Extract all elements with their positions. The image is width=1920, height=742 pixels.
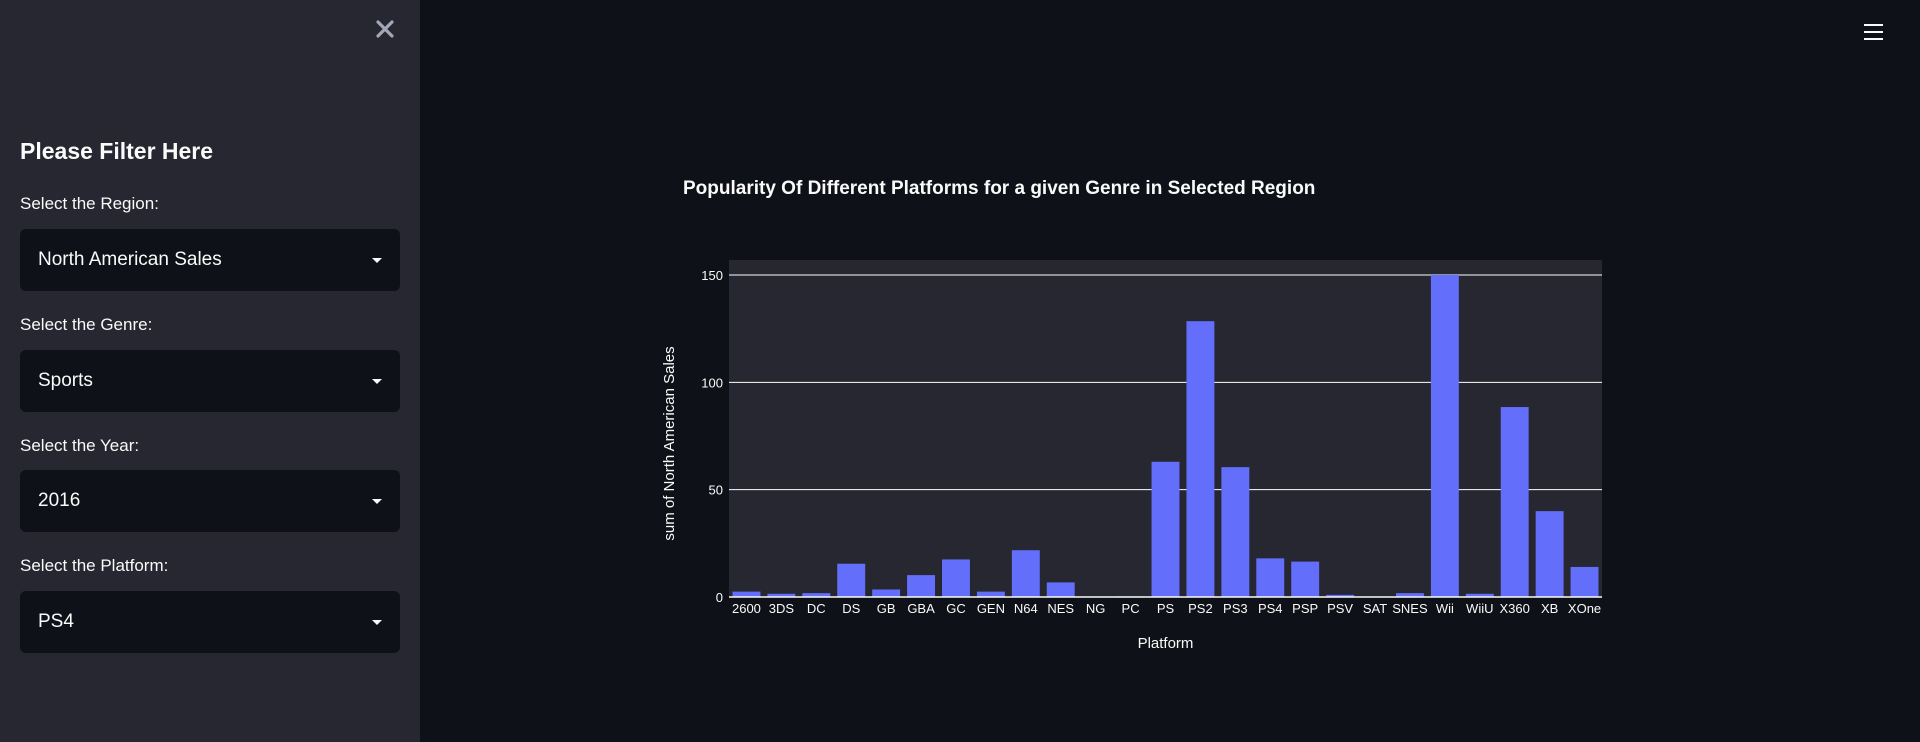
x-tick-label: 3DS — [769, 601, 795, 616]
chart-title: Popularity Of Different Platforms for a … — [683, 178, 1316, 199]
y-tick-label: 100 — [701, 375, 723, 390]
bar-nes — [1046, 582, 1075, 597]
platform-select[interactable]: PS4 — [20, 591, 400, 653]
region-select[interactable]: North American Sales — [20, 229, 400, 291]
x-tick-label: 2600 — [732, 601, 761, 616]
y-tick-label: 150 — [701, 268, 723, 283]
x-axis-label: Platform — [1138, 635, 1194, 652]
x-tick-label: SAT — [1363, 601, 1387, 616]
bar-gen — [976, 591, 1005, 597]
bar-ps4 — [1256, 558, 1285, 597]
bar-dc — [802, 593, 831, 597]
chevron-down-icon — [372, 498, 382, 504]
platform-filter-label: Select the Platform: — [20, 556, 169, 575]
x-tick-label: GBA — [907, 601, 935, 616]
x-tick-label: GEN — [977, 601, 1005, 616]
bar-gb — [872, 589, 901, 597]
close-icon — [376, 20, 394, 38]
bar-xone — [1570, 566, 1599, 597]
bar-3ds — [767, 593, 796, 597]
x-tick-label: GB — [877, 601, 896, 616]
close-sidebar-button[interactable] — [370, 14, 400, 44]
x-tick-label: N64 — [1014, 601, 1038, 616]
genre-select[interactable]: Sports — [20, 350, 400, 412]
bar-2600 — [732, 591, 761, 597]
main-menu-button[interactable] — [1862, 20, 1886, 44]
y-tick-label: 0 — [716, 590, 723, 605]
bar-psp — [1291, 561, 1320, 597]
bar-ps3 — [1221, 467, 1250, 597]
x-tick-label: DC — [807, 601, 826, 616]
platform-select-value: PS4 — [38, 611, 74, 632]
region-filter-label: Select the Region: — [20, 194, 159, 213]
bar-x360 — [1500, 407, 1529, 597]
bar-wii — [1430, 275, 1459, 597]
bar-psv — [1326, 594, 1355, 597]
x-tick-label: PC — [1122, 601, 1140, 616]
x-tick-label: NG — [1086, 601, 1106, 616]
x-tick-label: Wii — [1436, 601, 1454, 616]
x-tick-label: DS — [842, 601, 860, 616]
x-tick-label: XB — [1541, 601, 1558, 616]
bar-ds — [837, 563, 866, 597]
hamburger-menu-icon — [1864, 24, 1883, 26]
x-tick-label: SNES — [1392, 601, 1428, 616]
year-select-value: 2016 — [38, 490, 81, 511]
y-axis-label: sum of North American Sales — [661, 346, 678, 540]
genre-select-value: Sports — [38, 370, 93, 391]
x-tick-label: PS — [1157, 601, 1175, 616]
year-filter-label: Select the Year: — [20, 436, 140, 455]
x-tick-label: XOne — [1568, 601, 1601, 616]
bar-snes — [1395, 593, 1424, 597]
chevron-down-icon — [372, 619, 382, 625]
bar-ps2 — [1186, 321, 1215, 597]
hamburger-menu-icon — [1864, 31, 1883, 33]
sidebar: Please Filter Here Select the Region: No… — [0, 0, 420, 742]
y-tick-label: 50 — [709, 483, 723, 498]
genre-filter-label: Select the Genre: — [20, 315, 153, 334]
x-tick-label: WiiU — [1466, 601, 1493, 616]
x-tick-label: PSV — [1327, 601, 1353, 616]
x-tick-label: PS2 — [1188, 601, 1213, 616]
sidebar-title: Please Filter Here — [20, 138, 214, 164]
x-tick-label: PSP — [1292, 601, 1318, 616]
bar-n64 — [1011, 550, 1040, 597]
year-select[interactable]: 2016 — [20, 470, 400, 532]
x-tick-label: NES — [1047, 601, 1074, 616]
bar-ps — [1151, 461, 1180, 597]
x-tick-label: X360 — [1500, 601, 1530, 616]
chevron-down-icon — [372, 257, 382, 263]
hamburger-menu-icon — [1864, 38, 1883, 40]
x-tick-label: PS4 — [1258, 601, 1283, 616]
region-select-value: North American Sales — [38, 249, 222, 270]
x-tick-label: GC — [946, 601, 966, 616]
x-tick-label: PS3 — [1223, 601, 1248, 616]
chevron-down-icon — [372, 378, 382, 384]
bar-gba — [907, 575, 936, 597]
bar-gc — [942, 559, 970, 597]
bar-wiiu — [1465, 593, 1494, 597]
bar-xb — [1535, 511, 1564, 597]
